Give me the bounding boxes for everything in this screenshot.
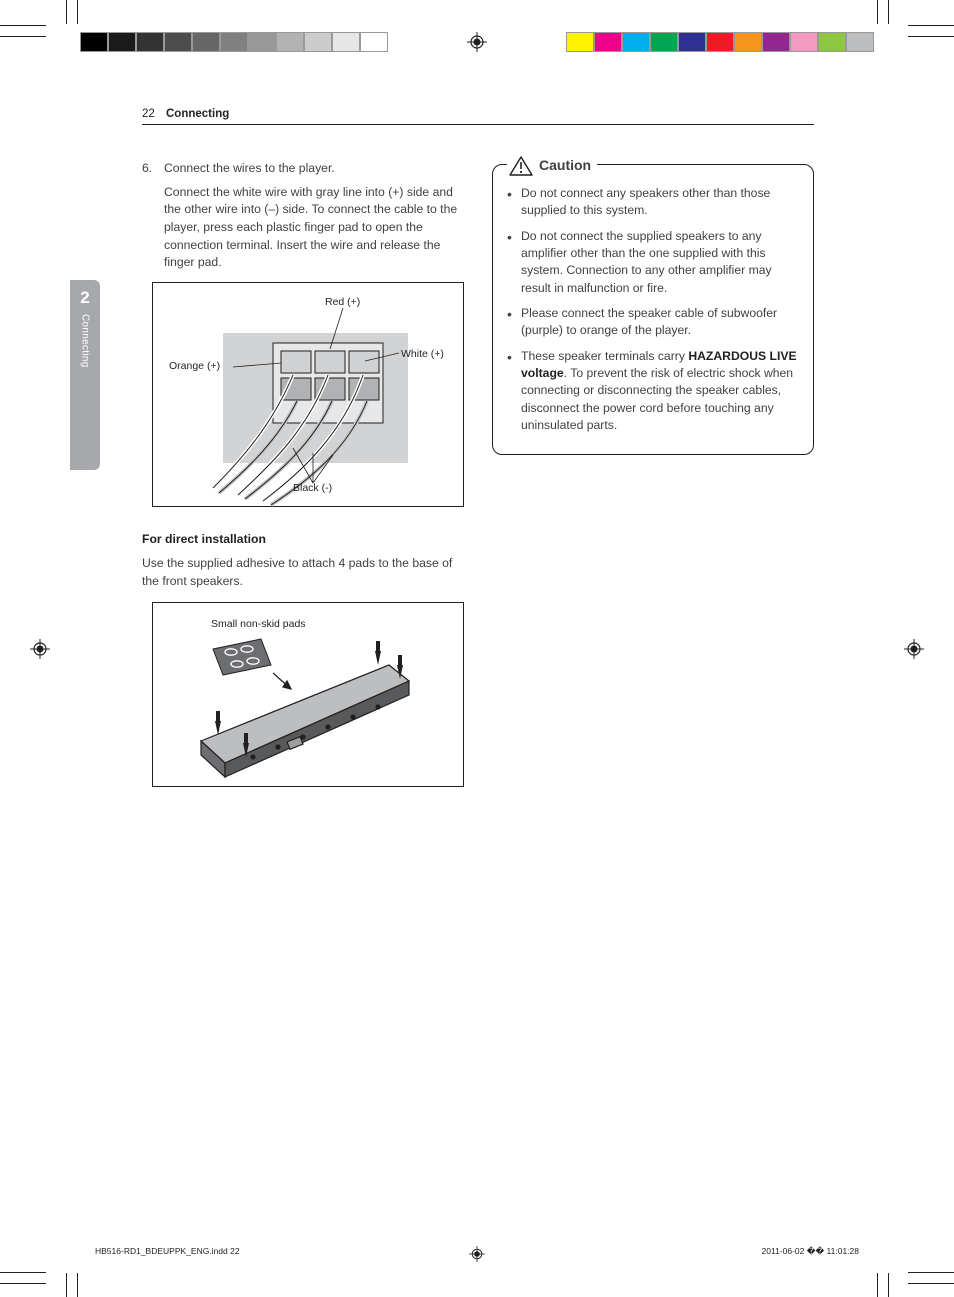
figure-wiring: Red (+) White (+) Orange (+) Black (-) bbox=[152, 282, 464, 507]
fig1-label-red: Red (+) bbox=[325, 295, 360, 310]
swatch bbox=[108, 32, 136, 52]
swatch bbox=[80, 32, 108, 52]
fig1-label-white: White (+) bbox=[401, 347, 444, 362]
caution-item: These speaker terminals carry HAZARDOUS … bbox=[507, 348, 799, 435]
direct-install-heading: For direct installation bbox=[142, 531, 464, 549]
fig1-label-orange: Orange (+) bbox=[169, 359, 220, 374]
caution-title: Caution bbox=[539, 155, 591, 175]
caution-triangle-icon bbox=[509, 156, 531, 174]
caution-item: Do not connect the supplied speakers to … bbox=[507, 228, 799, 297]
speaker-pads-diagram-icon bbox=[153, 603, 465, 788]
step-6: 6. Connect the wires to the player. bbox=[142, 160, 464, 178]
step-number: 6. bbox=[142, 160, 164, 178]
caution-header: Caution bbox=[507, 155, 597, 175]
chapter-number: 2 bbox=[80, 288, 89, 308]
swatch bbox=[136, 32, 164, 52]
step-detail: Connect the white wire with gray line in… bbox=[164, 184, 464, 272]
page-number: 22 bbox=[142, 108, 155, 120]
color-bar bbox=[566, 32, 874, 52]
swatch bbox=[248, 32, 276, 52]
section-title: Connecting bbox=[166, 108, 229, 120]
registration-mark-right-icon bbox=[904, 639, 924, 659]
swatch bbox=[762, 32, 790, 52]
swatch bbox=[360, 32, 388, 52]
printer-marks-top bbox=[0, 0, 954, 60]
swatch bbox=[164, 32, 192, 52]
page-footer: HB516-RD1_BDEUPPK_ENG.indd 22 2011-06-02… bbox=[95, 1246, 859, 1257]
swatch bbox=[818, 32, 846, 52]
registration-mark-top-icon bbox=[467, 32, 487, 52]
footer-file: HB516-RD1_BDEUPPK_ENG.indd 22 bbox=[95, 1246, 240, 1257]
swatch bbox=[790, 32, 818, 52]
chapter-label: Connecting bbox=[80, 314, 91, 368]
footer-timestamp: 2011-06-02 �� 11:01:28 bbox=[762, 1246, 859, 1257]
fig1-label-black: Black (-) bbox=[293, 481, 332, 496]
swatch bbox=[678, 32, 706, 52]
swatch bbox=[566, 32, 594, 52]
caution-item: Please connect the speaker cable of subw… bbox=[507, 305, 799, 340]
content-area: 6. Connect the wires to the player. Conn… bbox=[142, 160, 814, 811]
swatch bbox=[706, 32, 734, 52]
chapter-tab: 2 Connecting bbox=[70, 280, 100, 470]
right-column: Caution Do not connect any speakers othe… bbox=[492, 160, 814, 811]
swatch bbox=[734, 32, 762, 52]
caution-item: Do not connect any speakers other than t… bbox=[507, 185, 799, 220]
swatch bbox=[220, 32, 248, 52]
fig2-label-pads: Small non-skid pads bbox=[211, 617, 306, 632]
page-header: 22 Connecting bbox=[142, 108, 814, 125]
swatch bbox=[846, 32, 874, 52]
caution-list: Do not connect any speakers other than t… bbox=[507, 185, 799, 434]
swatch bbox=[594, 32, 622, 52]
swatch bbox=[650, 32, 678, 52]
caution-box: Caution Do not connect any speakers othe… bbox=[492, 164, 814, 455]
swatch bbox=[304, 32, 332, 52]
grayscale-bar bbox=[80, 32, 388, 52]
direct-install-text: Use the supplied adhesive to attach 4 pa… bbox=[142, 555, 464, 590]
figure-pads: Small non-skid pads bbox=[152, 602, 464, 787]
left-column: 6. Connect the wires to the player. Conn… bbox=[142, 160, 464, 811]
swatch bbox=[276, 32, 304, 52]
wiring-diagram-icon bbox=[153, 283, 465, 508]
swatch bbox=[622, 32, 650, 52]
swatch bbox=[332, 32, 360, 52]
registration-mark-left-icon bbox=[30, 639, 50, 659]
step-title: Connect the wires to the player. bbox=[164, 160, 464, 178]
swatch bbox=[192, 32, 220, 52]
printer-marks-bottom bbox=[0, 1257, 954, 1297]
